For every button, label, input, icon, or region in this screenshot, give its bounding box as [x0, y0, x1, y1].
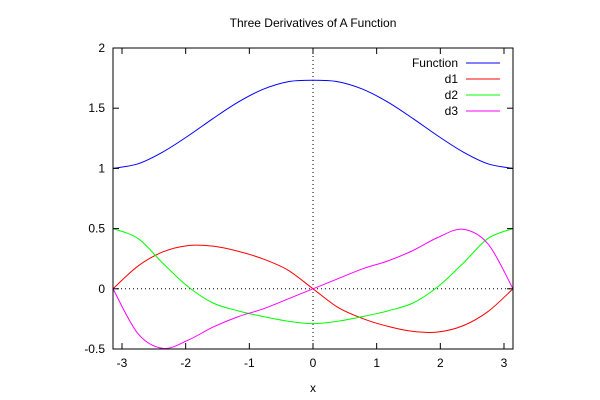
x-axis-label: x: [310, 381, 316, 395]
series-line-d3: [113, 228, 513, 349]
y-tick-label: 2: [98, 41, 105, 55]
x-tick-label: -1: [244, 356, 255, 370]
x-tick-label: -2: [180, 356, 191, 370]
series-line-d2: [113, 228, 513, 325]
x-tick-label: 3: [501, 356, 508, 370]
y-tick-label: 1: [98, 161, 105, 175]
y-tick-label: 0: [98, 282, 105, 296]
chart-title: Three Derivatives of A Function: [230, 16, 397, 30]
legend-label: Function: [412, 56, 458, 70]
plot-frame: [112, 47, 514, 350]
x-tick-label: -3: [117, 356, 128, 370]
x-tick-label: 1: [373, 356, 380, 370]
x-tick-label: 0: [310, 356, 317, 370]
legend-label: d1: [445, 72, 459, 86]
legend-label: d2: [445, 88, 459, 102]
y-tick-label: 0.5: [88, 222, 105, 236]
y-tick-label: -0.5: [84, 342, 105, 356]
series-line-function: [113, 79, 513, 169]
ticks-layer: -3 -2 -1 0 1 2 3 -0.5 0 0.5 1 1.5 2: [84, 41, 513, 370]
series-layer: [113, 79, 513, 349]
legend-label: d3: [445, 104, 459, 118]
x-tick-label: 2: [437, 356, 444, 370]
legend: Function d1 d2 d3: [412, 56, 500, 118]
y-tick-label: 1.5: [88, 101, 105, 115]
